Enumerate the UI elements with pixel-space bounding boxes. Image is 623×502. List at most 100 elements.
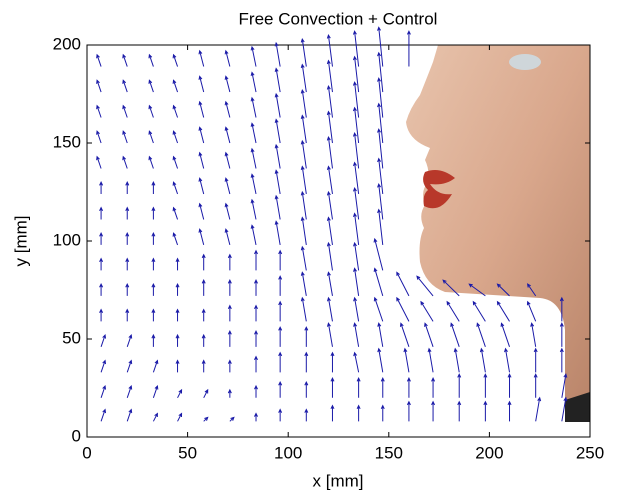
arrow [250,71,257,93]
arrow [326,190,333,220]
arrow [122,130,128,144]
arrow [500,322,510,348]
arrow [483,373,488,398]
arrow [250,122,257,144]
arrow [175,359,180,373]
arrow [100,333,107,348]
arrow [172,79,179,93]
arrow [406,400,411,422]
arrow [227,330,232,347]
arrow [254,279,258,296]
arrow [300,139,307,169]
arrow [250,45,257,67]
arrow [151,206,156,220]
arrow [457,400,462,422]
arrow [125,308,130,322]
arrow [274,41,281,67]
arrow [227,359,232,373]
arrow [326,59,333,93]
face-image [406,45,590,422]
arrow [152,384,159,398]
arrow [278,249,283,271]
arrow [377,26,384,67]
arrow [198,100,205,118]
arrow [224,126,231,144]
arrow [151,333,156,347]
arrow [151,282,156,296]
arrow [533,373,538,398]
arrow [330,404,335,422]
x-tick-label: 200 [475,443,503,462]
arrow [377,128,384,169]
arrow [406,30,411,67]
arrow [300,37,307,67]
arrow [353,212,360,245]
arrow [496,283,510,297]
arrow [100,384,107,398]
arrow [254,304,258,322]
arrow [198,75,205,93]
arrow [177,412,183,422]
arrow [125,181,130,194]
arrow [148,104,154,118]
arrow [122,155,128,169]
arrow [377,183,384,220]
arrow [100,408,107,422]
arrow [373,237,384,271]
arrow [530,322,537,347]
arrow [250,96,257,118]
arrow [326,271,333,296]
arrow [431,400,436,422]
arrow [126,359,133,373]
arrow [380,404,385,422]
arrow [201,359,206,373]
arrow [203,416,209,422]
arrow [278,351,283,373]
arrow [300,190,307,220]
arrow [326,216,333,245]
arrow [224,228,231,246]
arrow [148,53,154,67]
arrow [457,373,462,398]
arrow [353,161,360,195]
arrow [274,67,281,93]
arrow [175,282,180,296]
arrow [300,63,307,93]
arrow [274,92,281,118]
arrow [274,169,281,195]
arrow [300,296,307,322]
arrow [172,155,179,169]
arrow [300,271,307,296]
arrow [224,100,231,118]
arrow [274,143,281,169]
arrow [198,177,205,195]
arrow [353,241,360,271]
arrow [172,206,179,220]
arrow [254,384,258,398]
y-tick-label: 0 [72,426,81,445]
arrow [396,296,410,322]
x-tick-label: 0 [82,443,91,462]
arrow [403,347,410,373]
arrow [250,173,257,195]
arrow [227,304,232,322]
arrow [304,380,309,398]
arrow [198,202,205,220]
neck-shadow [565,392,590,422]
arrow [352,106,360,144]
arrow [224,202,231,220]
arrow [152,359,159,373]
arrow [201,308,206,322]
arrow [177,388,183,399]
arrow [561,396,568,422]
arrow [507,373,512,398]
arrow [300,114,307,144]
arrow [326,135,333,169]
arrow [476,322,486,348]
arrow [224,151,231,169]
arrow [353,267,360,296]
x-tick-label: 100 [274,443,302,462]
arrow [377,157,384,195]
arrow [356,377,361,398]
